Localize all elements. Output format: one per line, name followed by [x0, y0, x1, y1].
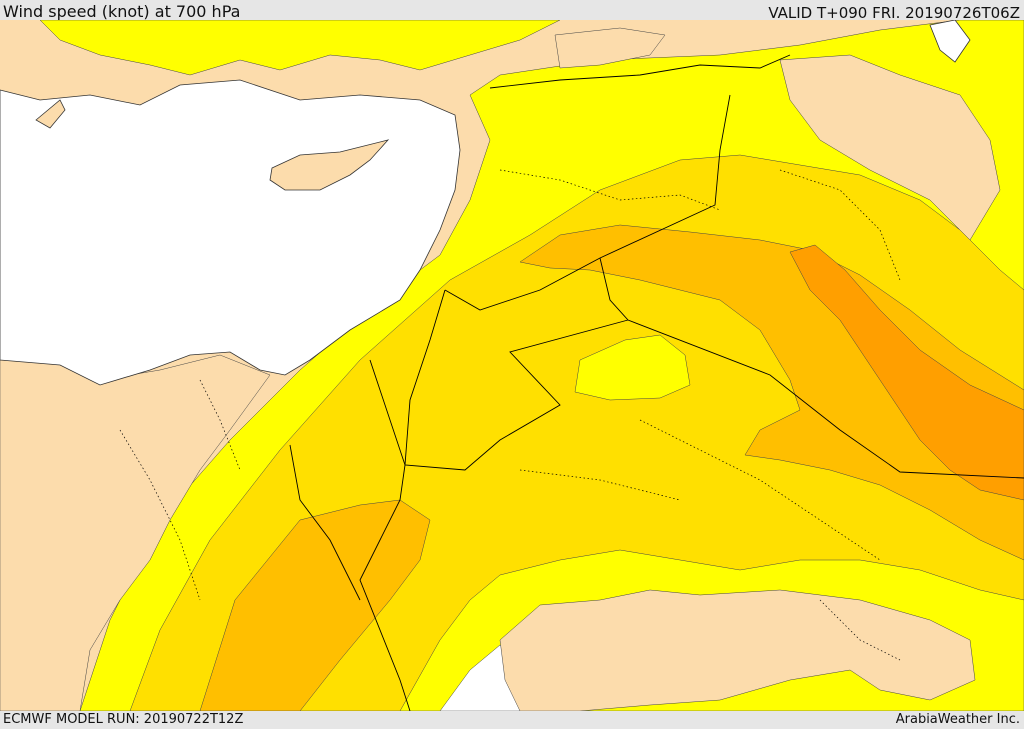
model-run-label: ECMWF MODEL RUN: 20190722T12Z — [3, 712, 244, 727]
header-bar — [0, 0, 1024, 20]
chart-title: Wind speed (knot) at 700 hPa — [3, 2, 241, 21]
province-borders — [119, 169, 901, 661]
credit-label: ArabiaWeather Inc. — [895, 712, 1020, 727]
wind-band-yellow-nw — [39, 20, 561, 76]
island-cyprus — [269, 139, 390, 191]
wind-band-dark-orange — [789, 244, 1024, 501]
island-west — [35, 99, 66, 129]
land-patch-north-2 — [554, 27, 666, 69]
land-patch-north — [779, 54, 1001, 241]
wind-band-orange — [199, 224, 1024, 711]
footer-bar — [0, 711, 1024, 729]
country-borders — [289, 54, 1024, 711]
wind-band-yellow-hole — [574, 334, 691, 401]
valid-time: VALID T+090 FRI. 20190726T06Z — [768, 4, 1020, 22]
sea-caspian — [929, 20, 971, 63]
wind-speed-map — [0, 20, 1024, 711]
land-patch-south — [499, 589, 976, 711]
